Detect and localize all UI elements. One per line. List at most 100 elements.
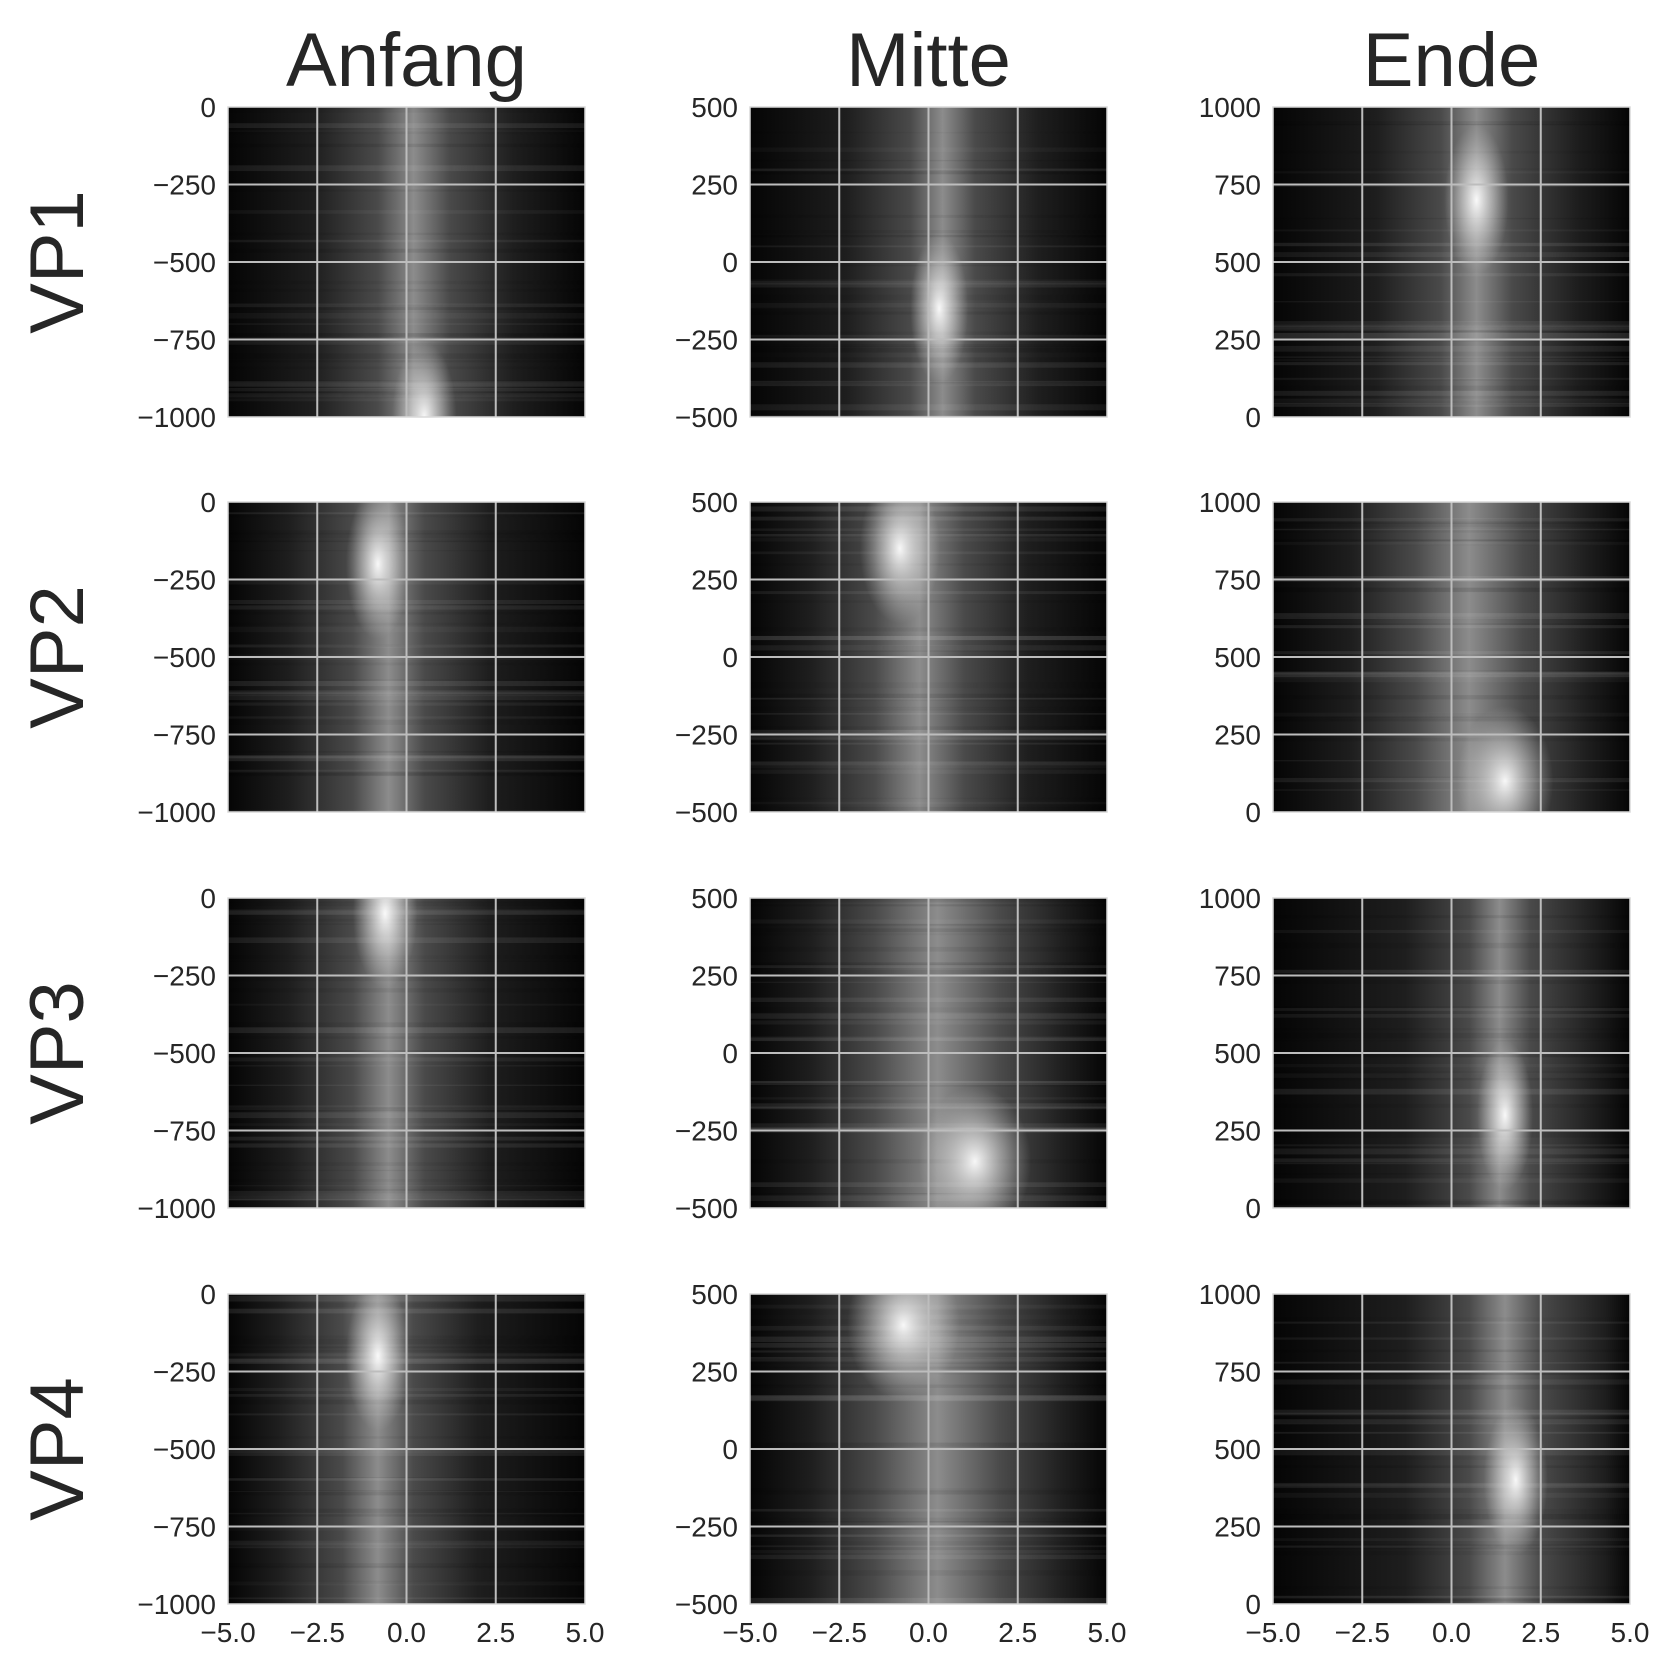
y-tick-label: −500 — [675, 1193, 738, 1224]
y-tick-label: −500 — [675, 402, 738, 433]
y-tick-label: 250 — [691, 170, 738, 201]
y-tick-label: 500 — [1214, 1434, 1261, 1465]
row-title-vp1: VP1 — [15, 190, 100, 334]
panel-frame — [227, 897, 586, 1209]
panel-vp3-anfang: 0 −250 −500 −750 −1000 — [137, 883, 586, 1224]
x-tick-label: 2.5 — [998, 1617, 1037, 1648]
panel-frame — [749, 897, 1108, 1209]
y-tick-label: −500 — [153, 247, 216, 278]
peak-highlight — [345, 502, 411, 639]
peak-highlight — [1456, 706, 1554, 812]
y-tick-label: −1000 — [137, 1589, 216, 1620]
peak-highlight — [345, 1294, 411, 1431]
y-tick-label: −500 — [675, 797, 738, 828]
y-tick-label: −250 — [675, 1116, 738, 1147]
y-tick-label: 0 — [722, 642, 738, 673]
y-tick-label: 250 — [1214, 1512, 1261, 1543]
y-tick-label: −250 — [675, 325, 738, 356]
x-tick-label: −2.5 — [290, 1617, 345, 1648]
x-tick-label: 0.0 — [909, 1617, 948, 1648]
heatmap-panels: 0 −250 −500 −750 −1000 500 250 0 −250 −500 1000 750… — [137, 92, 1649, 1648]
column-titles: Anfang Mitte Ende — [286, 18, 1540, 103]
y-tick-label: 500 — [691, 1279, 738, 1310]
y-tick-label: 250 — [691, 961, 738, 992]
y-tick-label: 0 — [200, 92, 216, 123]
panel-vp1-mitte: 500 250 0 −250 −500 — [675, 92, 1108, 433]
y-tick-label: 0 — [1245, 402, 1261, 433]
panel-vp3-ende: 1000 750 500 250 0 — [1199, 883, 1631, 1224]
y-tick-label: 0 — [1245, 797, 1261, 828]
y-tick-label: −500 — [153, 1038, 216, 1069]
column-title-mitte: Mitte — [846, 18, 1011, 103]
row-title-vp4: VP4 — [15, 1377, 100, 1521]
x-tick-label: 5.0 — [1088, 1617, 1127, 1648]
panel-frame — [1272, 897, 1631, 1209]
x-tick-label: −5.0 — [1245, 1617, 1300, 1648]
y-tick-label: −1000 — [137, 402, 216, 433]
peak-highlight — [910, 233, 969, 384]
panel-frame — [227, 501, 586, 813]
y-tick-label: −500 — [675, 1589, 738, 1620]
peak-highlight — [392, 342, 457, 417]
y-tick-label: −250 — [153, 961, 216, 992]
y-tick-label: 0 — [200, 883, 216, 914]
y-tick-label: 500 — [691, 92, 738, 123]
panel-frame — [749, 106, 1108, 418]
peak-highlight — [1483, 1405, 1548, 1555]
row-title-vp3: VP3 — [15, 981, 100, 1125]
peak-highlight — [1444, 125, 1509, 275]
y-tick-label: −1000 — [137, 1193, 216, 1224]
column-title-anfang: Anfang — [286, 18, 527, 103]
panel-frame — [749, 1293, 1108, 1605]
peak-highlight — [847, 1294, 960, 1400]
panel-vp2-ende: 1000 750 500 250 0 — [1199, 487, 1631, 828]
panel-vp3-mitte: 500 250 0 −250 −500 — [675, 883, 1108, 1224]
y-tick-label: −750 — [153, 325, 216, 356]
peak-highlight — [352, 898, 418, 989]
y-tick-label: −500 — [153, 642, 216, 673]
y-tick-label: 750 — [1214, 170, 1261, 201]
row-titles: VP1 VP2 VP3 VP4 — [15, 190, 100, 1521]
y-tick-label: 750 — [1214, 1357, 1261, 1388]
x-tick-label: 2.5 — [476, 1617, 515, 1648]
y-tick-label: 500 — [1214, 247, 1261, 278]
y-tick-label: 1000 — [1199, 487, 1261, 518]
y-tick-label: 1000 — [1199, 92, 1261, 123]
y-tick-label: 0 — [200, 487, 216, 518]
y-tick-label: −250 — [153, 565, 216, 596]
y-tick-label: 750 — [1214, 565, 1261, 596]
y-tick-label: −750 — [153, 720, 216, 751]
x-tick-label: 2.5 — [1521, 1617, 1560, 1648]
y-tick-label: 250 — [1214, 720, 1261, 751]
column-title-ende: Ende — [1363, 18, 1541, 103]
panel-frame — [1272, 1293, 1631, 1605]
y-tick-label: 1000 — [1199, 1279, 1261, 1310]
panel-frame — [1272, 106, 1631, 418]
y-tick-label: 0 — [200, 1279, 216, 1310]
panel-vp4-ende: 1000 750 500 250 0−5.0 −2.5 0.0 2.5 5.0 — [1199, 1279, 1650, 1648]
y-tick-label: −250 — [675, 720, 738, 751]
peak-highlight — [918, 1086, 1032, 1208]
y-tick-label: 250 — [691, 565, 738, 596]
y-tick-label: 0 — [722, 1038, 738, 1069]
y-tick-label: −1000 — [137, 797, 216, 828]
y-tick-label: −500 — [153, 1434, 216, 1465]
y-tick-label: 0 — [722, 1434, 738, 1465]
y-tick-label: 750 — [1214, 961, 1261, 992]
y-tick-label: −250 — [153, 1357, 216, 1388]
x-tick-label: 0.0 — [387, 1617, 426, 1648]
y-tick-label: 250 — [1214, 1116, 1261, 1147]
y-tick-label: 0 — [722, 247, 738, 278]
panel-vp4-mitte: 500 250 0 −250 −500−5.0 −2.5 0.0 2.5 5.0 — [675, 1279, 1127, 1648]
y-tick-label: 250 — [691, 1357, 738, 1388]
y-tick-label: 500 — [691, 487, 738, 518]
peak-highlight — [859, 502, 941, 624]
y-tick-label: 0 — [1245, 1193, 1261, 1224]
panel-vp4-anfang: 0 −250 −500 −750 −1000−5.0 −2.5 0.0 2.5 5.0 — [137, 1279, 604, 1648]
x-tick-label: 5.0 — [566, 1617, 605, 1648]
x-tick-label: −2.5 — [1335, 1617, 1390, 1648]
row-title-vp2: VP2 — [15, 585, 100, 729]
y-tick-label: −250 — [153, 170, 216, 201]
y-tick-label: −750 — [153, 1116, 216, 1147]
